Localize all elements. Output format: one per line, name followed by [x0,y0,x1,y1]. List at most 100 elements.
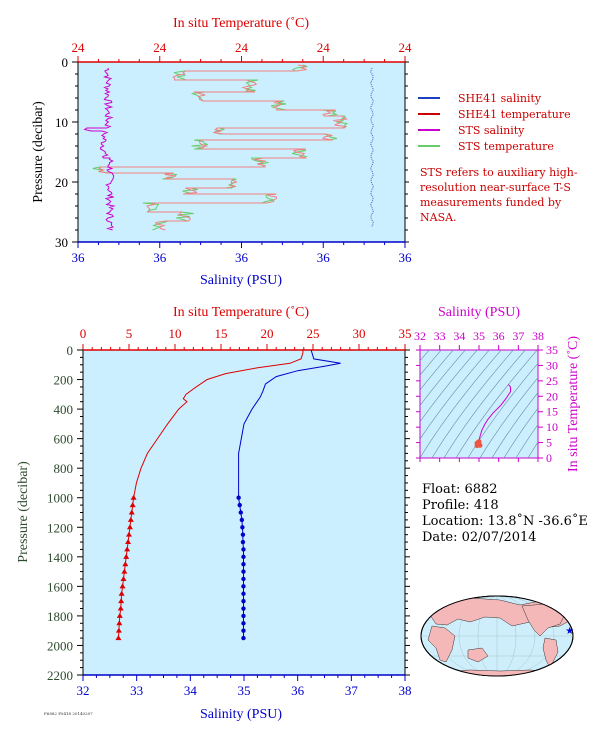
temperature-sample [128,509,135,515]
near-surface-plot-area [77,61,406,243]
density-contour [455,350,538,458]
tick-label: 1400 [47,550,73,565]
legend-label: STS salinity [458,123,525,137]
temperature-sample [115,627,122,633]
temperature-sample [122,561,129,567]
legend-swatch [418,145,440,147]
legend-label: SHE41 salinity [458,91,542,105]
tick-label: 15 [215,326,228,341]
density-contour [420,350,430,362]
she41-temperature-line [98,64,349,231]
tick-label: 24 [317,40,331,55]
near-surface-panel: In situ Temperature (˚C) 24 24 24 24 24 36 36… [31,16,412,288]
tick-label: 30 [353,326,366,341]
salinity-sample [241,547,246,552]
salinity-sample [241,598,246,604]
salinity-sample [240,532,246,537]
legend-swatch [418,113,440,115]
antarctica [439,669,557,676]
tick-label: 34 [453,329,465,343]
legend: SHE41 salinity SHE41 temperature STS sal… [418,90,571,154]
salinity-sample [241,562,246,567]
tick-label: 0 [67,343,74,358]
sts-salinity-line [83,67,116,231]
tick-label: 20 [55,175,68,190]
tick-label: 37 [512,329,524,343]
sts-note: STS refers to auxiliary high-resolution … [420,166,578,224]
tick-label: 0 [80,326,87,341]
tick-label: 30 [546,358,558,372]
temperature-sample [126,531,132,537]
salinity-sample [240,539,246,545]
tick-label: 30 [55,235,68,250]
density-contour [420,350,502,458]
near-surface-salinity-ticks: 36 36 36 36 36 [72,241,412,265]
legend-item-sts-salinity: STS salinity [418,122,571,138]
density-contour [503,407,538,458]
tick-label: 35 [399,326,412,341]
near-surface-top-axis-label: In situ Temperature (˚C) [173,16,309,31]
tick-label: 1200 [47,520,73,535]
profile-temperature-ticks: 0 5 10 15 20 25 30 35 [80,326,412,351]
near-surface-y-axis-label: Pressure (decibar) [31,101,46,203]
tick-label: 1000 [47,491,73,506]
salinity-sample [241,591,246,596]
salinity-sample [237,502,242,508]
tick-label: 36 [235,250,249,265]
salinity-sample [241,606,246,611]
tick-label: 35 [238,683,251,698]
tick-label: 38 [532,329,544,343]
salinity-sample [241,628,246,633]
near-surface-pressure-ticks: 0 10 20 30 [55,55,409,250]
temperature-sample [116,620,123,626]
tick-label: 0 [62,55,69,70]
tick-label: 15 [546,405,558,419]
tick-label: 25 [546,374,558,388]
salinity-sample [240,525,245,530]
temperature-sample [130,494,137,500]
tick-label: 2200 [47,668,73,683]
tick-label: 5 [546,436,552,450]
tick-label: 20 [261,326,274,341]
density-contour [420,350,442,376]
density-contour [420,350,454,391]
continents [427,597,572,676]
salinity-sample [241,635,246,641]
legend-label: SHE41 temperature [458,107,571,121]
tick-label: 24 [399,40,413,55]
ts-salinity-ticks: 32 33 34 35 36 37 38 [414,329,544,462]
world-map: ★ [420,595,574,677]
salinity-sample [238,510,243,515]
tick-label: 200 [54,373,74,388]
tick-label: 32 [414,329,426,343]
tick-label: 600 [54,432,74,447]
tick-label: 35 [546,343,558,357]
temperature-sample [125,539,132,545]
density-contour [443,350,526,458]
legend-item-she41-temperature: SHE41 temperature [418,106,571,122]
tick-label: 20 [546,389,558,403]
temperature-sample [127,516,134,522]
tick-label: 33 [130,683,143,698]
legend-item-she41-salinity: SHE41 salinity [418,90,571,106]
legend-swatch [418,97,440,99]
temperature-sample [115,635,122,641]
profile-y-axis-label: Pressure (decibar) [16,461,31,563]
salinity-sample [241,613,246,619]
temperature-sample [123,553,130,559]
tick-label: 32 [77,683,90,698]
temperature-sample [129,502,136,508]
density-contour [515,424,538,458]
salinity-sample [241,576,246,582]
profile-salinity-ticks: 32 33 34 35 36 37 38 [77,674,412,698]
temperature-sample [120,575,127,581]
tick-label: 36 [153,250,167,265]
tick-label: 37 [345,683,359,698]
star-icon: ★ [565,626,574,637]
profile-pressure-ticks: 0 200 400 600 800 1000 1200 1400 1600 1800 2000 220… [47,343,410,683]
legend-item-sts-temperature: STS temperature [418,138,571,154]
near-surface-temperature-ticks: 24 24 24 24 24 [72,40,413,63]
tick-label: 10 [546,420,558,434]
tick-label: 5 [126,326,133,341]
legend-swatch [418,129,440,131]
